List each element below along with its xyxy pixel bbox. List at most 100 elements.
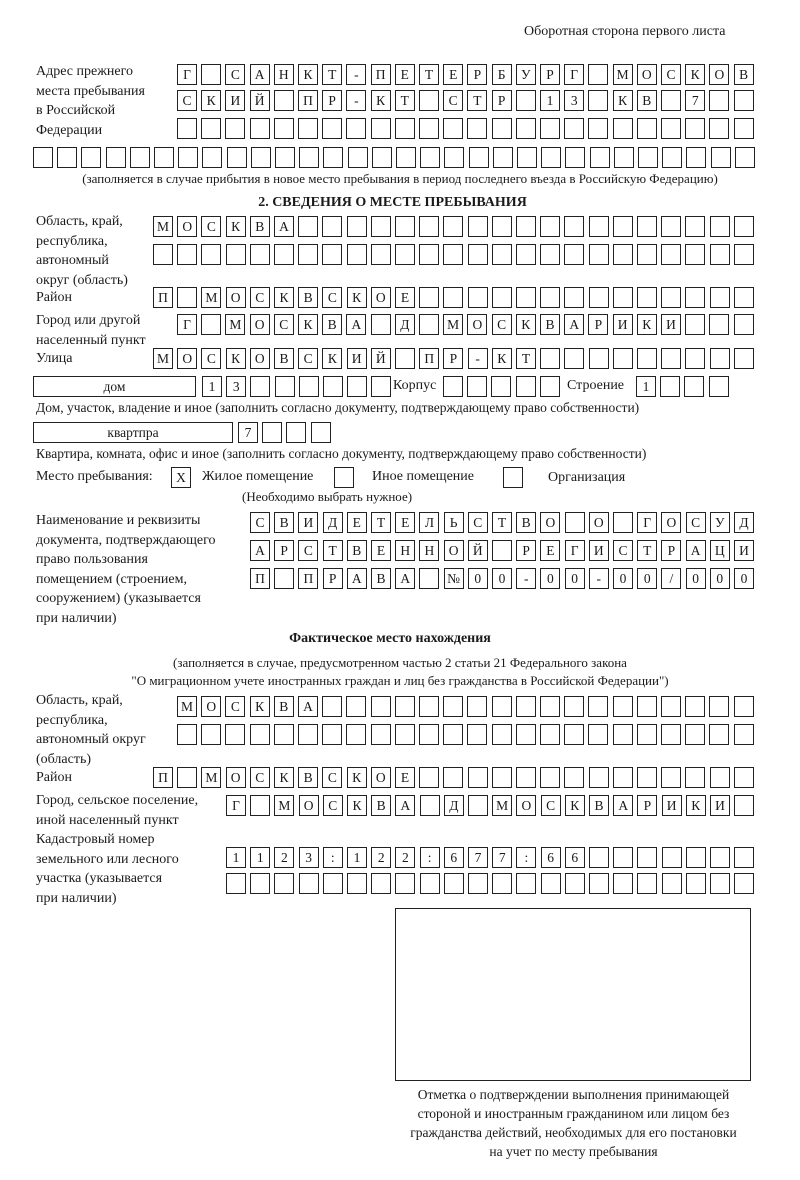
char-cell[interactable]: И <box>225 90 246 111</box>
char-cell[interactable]: А <box>613 795 634 816</box>
char-cell[interactable] <box>467 244 488 265</box>
char-cell[interactable]: К <box>298 314 318 335</box>
char-cell[interactable]: Т <box>492 512 512 533</box>
option-organization-checkbox[interactable] <box>503 467 523 488</box>
char-cell[interactable]: В <box>298 767 319 788</box>
char-cell[interactable] <box>516 287 536 308</box>
char-cell[interactable] <box>661 216 682 237</box>
char-cell[interactable]: В <box>371 795 392 816</box>
char-cell[interactable]: К <box>491 348 512 369</box>
char-cell[interactable]: Г <box>564 540 585 561</box>
char-cell[interactable]: К <box>346 767 367 788</box>
char-cell[interactable]: С <box>322 795 343 816</box>
char-cell[interactable] <box>298 873 319 894</box>
char-cell[interactable] <box>275 147 295 168</box>
char-cell[interactable]: Г <box>177 64 197 85</box>
char-cell[interactable]: О <box>177 216 198 237</box>
char-cell[interactable]: Й <box>467 540 488 561</box>
char-cell[interactable] <box>709 90 730 111</box>
char-cell[interactable]: К <box>612 90 633 111</box>
char-cell[interactable]: П <box>153 287 173 308</box>
char-cell[interactable]: П <box>370 64 391 85</box>
char-cell[interactable] <box>443 216 464 237</box>
char-cell[interactable]: А <box>685 540 706 561</box>
char-cell[interactable] <box>419 767 440 788</box>
char-cell[interactable] <box>394 118 415 139</box>
char-cell[interactable]: Р <box>516 540 537 561</box>
char-cell[interactable] <box>589 147 610 168</box>
char-cell[interactable] <box>419 795 440 816</box>
char-cell[interactable]: И <box>588 540 609 561</box>
char-cell[interactable] <box>419 724 439 745</box>
char-cell[interactable] <box>153 244 173 265</box>
char-cell[interactable]: С <box>298 348 319 369</box>
char-cell[interactable] <box>564 244 585 265</box>
char-cell[interactable] <box>540 216 561 237</box>
char-cell[interactable] <box>539 376 560 397</box>
char-cell[interactable] <box>177 767 198 788</box>
char-cell[interactable] <box>250 873 271 894</box>
char-cell[interactable]: Г <box>226 795 246 816</box>
char-cell[interactable] <box>226 147 247 168</box>
char-cell[interactable]: Т <box>637 540 658 561</box>
char-cell[interactable]: 0 <box>685 568 706 589</box>
char-cell[interactable] <box>588 348 609 369</box>
char-cell[interactable]: К <box>685 795 706 816</box>
char-cell[interactable] <box>612 767 633 788</box>
char-cell[interactable] <box>249 724 270 745</box>
flat-type-field[interactable]: квартпра <box>33 422 233 443</box>
char-cell[interactable] <box>177 724 197 745</box>
char-cell[interactable]: С <box>322 287 343 308</box>
char-cell[interactable]: В <box>516 512 537 533</box>
char-cell[interactable] <box>516 767 536 788</box>
char-cell[interactable] <box>515 376 536 397</box>
char-cell[interactable] <box>709 767 730 788</box>
char-cell[interactable]: С <box>201 216 222 237</box>
char-cell[interactable]: С <box>225 696 246 717</box>
char-cell[interactable] <box>613 147 634 168</box>
option-other-premises-checkbox[interactable] <box>334 467 354 488</box>
char-cell[interactable] <box>733 244 754 265</box>
char-cell[interactable] <box>685 244 706 265</box>
char-cell[interactable] <box>492 540 512 561</box>
char-cell[interactable] <box>733 90 754 111</box>
char-cell[interactable]: С <box>273 314 294 335</box>
char-cell[interactable]: 1 <box>226 847 246 868</box>
char-cell[interactable]: Н <box>273 64 294 85</box>
char-cell[interactable] <box>685 118 706 139</box>
char-cell[interactable]: В <box>733 64 754 85</box>
char-cell[interactable]: Е <box>395 287 415 308</box>
char-cell[interactable] <box>298 216 319 237</box>
char-cell[interactable] <box>734 873 755 894</box>
char-cell[interactable] <box>685 348 706 369</box>
char-cell[interactable]: - <box>346 90 367 111</box>
char-cell[interactable]: К <box>370 90 391 111</box>
char-cell[interactable]: 0 <box>709 568 730 589</box>
char-cell[interactable] <box>467 724 488 745</box>
char-cell[interactable]: Т <box>322 64 343 85</box>
char-cell[interactable]: А <box>274 216 294 237</box>
char-cell[interactable] <box>225 118 246 139</box>
char-cell[interactable] <box>444 147 465 168</box>
char-cell[interactable]: Ь <box>443 512 464 533</box>
char-cell[interactable] <box>419 568 440 589</box>
char-cell[interactable] <box>637 873 658 894</box>
char-cell[interactable] <box>588 244 609 265</box>
char-cell[interactable] <box>370 314 391 335</box>
char-cell[interactable] <box>541 147 562 168</box>
char-cell[interactable] <box>661 767 682 788</box>
char-cell[interactable]: С <box>249 287 270 308</box>
char-cell[interactable]: С <box>225 64 246 85</box>
char-cell[interactable]: Ц <box>709 540 730 561</box>
char-cell[interactable]: 3 <box>226 376 247 397</box>
char-cell[interactable]: : <box>322 847 343 868</box>
char-cell[interactable] <box>709 118 730 139</box>
char-cell[interactable]: О <box>636 64 657 85</box>
char-cell[interactable] <box>564 873 585 894</box>
char-cell[interactable]: С <box>467 512 488 533</box>
char-cell[interactable] <box>540 118 560 139</box>
char-cell[interactable]: Р <box>467 64 488 85</box>
char-cell[interactable]: В <box>249 216 270 237</box>
char-cell[interactable]: К <box>346 287 367 308</box>
char-cell[interactable] <box>371 376 392 397</box>
